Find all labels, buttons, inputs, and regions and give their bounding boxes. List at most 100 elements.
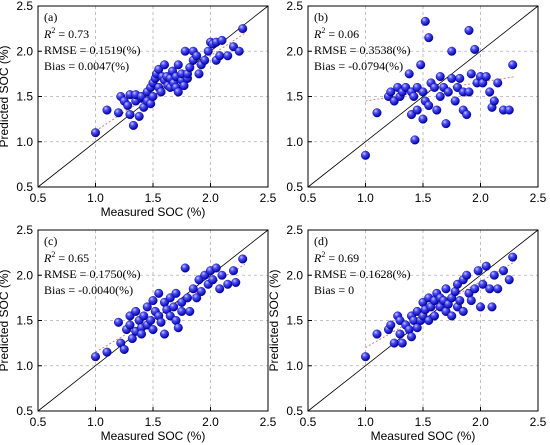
data-point bbox=[397, 338, 407, 348]
x-tick-label: 1.5 bbox=[145, 415, 162, 429]
data-point bbox=[447, 311, 457, 321]
data-point bbox=[185, 306, 195, 316]
data-point bbox=[192, 51, 202, 61]
x-tick-label: 0.5 bbox=[30, 415, 47, 429]
data-point bbox=[142, 302, 152, 312]
data-point bbox=[464, 87, 474, 97]
data-point bbox=[458, 306, 468, 316]
x-tick-label: 1.0 bbox=[87, 191, 104, 205]
y-tick-label: 0.5 bbox=[286, 404, 303, 418]
x-tick-label: 1.0 bbox=[87, 415, 104, 429]
data-point bbox=[478, 279, 488, 289]
data-point bbox=[90, 128, 100, 138]
data-point bbox=[182, 293, 192, 303]
data-point bbox=[473, 266, 483, 276]
r2-annotation: R2 = 0.06 bbox=[313, 26, 359, 41]
data-point bbox=[90, 352, 100, 362]
x-tick-label: 1.5 bbox=[415, 415, 432, 429]
data-point bbox=[395, 329, 405, 339]
y-tick-label: 1.5 bbox=[286, 90, 303, 104]
data-point bbox=[177, 306, 187, 316]
data-point bbox=[217, 270, 227, 280]
x-tick-label: 2.0 bbox=[472, 191, 489, 205]
data-point bbox=[123, 101, 133, 111]
data-point bbox=[139, 311, 149, 321]
data-point bbox=[134, 111, 144, 121]
bias-annotation: Bias = 0.0047(%) bbox=[44, 59, 129, 73]
data-point bbox=[113, 108, 123, 118]
data-point bbox=[194, 69, 204, 79]
data-point bbox=[430, 82, 440, 92]
data-point bbox=[125, 320, 135, 330]
data-point bbox=[136, 329, 146, 339]
data-point bbox=[441, 284, 451, 294]
x-tick-label: 2.0 bbox=[472, 415, 489, 429]
panel-b: 0.5 1.0 1.5 2.0 2.5 0.5 1.0 1.5 2.0 2.5 (b) R2 = 0.… bbox=[286, 0, 546, 205]
data-point bbox=[231, 277, 241, 287]
data-point bbox=[466, 69, 476, 79]
panel-d: 0.5 1.0 1.5 2.0 2.5 0.5 1.0 1.5 2.0 2.5 Measured S… bbox=[267, 223, 547, 443]
bias-annotation: Bias = 0 bbox=[314, 283, 354, 297]
data-point bbox=[462, 270, 472, 280]
y-tick-label: 2.5 bbox=[286, 223, 303, 237]
data-point bbox=[407, 332, 417, 342]
data-point bbox=[432, 105, 442, 115]
x-tick-label: 0.5 bbox=[300, 191, 317, 205]
x-axis-label: Measured SOC (%) bbox=[101, 205, 206, 219]
y-tick-label: 1.0 bbox=[16, 135, 33, 149]
bias-annotation: Bias = -0.0794(%) bbox=[314, 59, 403, 73]
data-point bbox=[424, 101, 434, 111]
data-point bbox=[173, 87, 183, 97]
data-point bbox=[424, 33, 434, 43]
data-point bbox=[508, 60, 518, 70]
data-point bbox=[180, 46, 190, 56]
data-point bbox=[185, 63, 195, 73]
y-tick-label: 2.5 bbox=[286, 0, 303, 13]
data-point bbox=[450, 96, 460, 106]
data-point bbox=[154, 288, 164, 298]
data-point bbox=[447, 46, 457, 56]
data-point bbox=[455, 296, 465, 306]
data-point bbox=[485, 87, 495, 97]
r2-annotation: R2 = 0.73 bbox=[43, 26, 89, 41]
y-tick-label: 1.0 bbox=[286, 135, 303, 149]
data-point bbox=[208, 275, 218, 285]
data-point bbox=[203, 46, 213, 56]
data-point bbox=[466, 296, 476, 306]
rmse-annotation: RMSE = 0.1628(%) bbox=[314, 267, 410, 281]
data-point bbox=[238, 254, 248, 264]
x-tick-label: 0.5 bbox=[300, 415, 317, 429]
data-point bbox=[435, 91, 445, 101]
data-point bbox=[188, 284, 198, 294]
data-point bbox=[418, 87, 428, 97]
data-point bbox=[156, 317, 166, 327]
data-point bbox=[200, 55, 210, 65]
x-tick-label: 1.5 bbox=[145, 191, 162, 205]
data-point bbox=[386, 320, 396, 330]
rmse-annotation: RMSE = 0.3538(%) bbox=[314, 43, 410, 57]
data-point bbox=[119, 344, 129, 354]
panel-label: (d) bbox=[314, 234, 328, 248]
data-point bbox=[148, 325, 158, 335]
data-point bbox=[223, 279, 233, 289]
data-point bbox=[372, 329, 382, 339]
data-point bbox=[173, 60, 183, 70]
data-point bbox=[462, 110, 472, 120]
y-tick-label: 2.0 bbox=[286, 44, 303, 58]
data-point bbox=[180, 263, 190, 273]
y-axis-label: Predicted SOC (%) bbox=[267, 269, 281, 371]
x-tick-label: 1.0 bbox=[357, 191, 374, 205]
data-point bbox=[125, 110, 135, 120]
data-point bbox=[102, 105, 112, 115]
x-tick-label: 1.5 bbox=[415, 191, 432, 205]
x-tick-label: 2.5 bbox=[530, 415, 547, 429]
data-point bbox=[435, 72, 445, 82]
data-point bbox=[485, 284, 495, 294]
data-point bbox=[410, 135, 420, 145]
data-point bbox=[372, 108, 382, 118]
data-point bbox=[412, 323, 422, 333]
data-point bbox=[412, 105, 422, 115]
data-point bbox=[404, 69, 414, 79]
x-axis-label: Measured SOC (%) bbox=[371, 429, 476, 443]
